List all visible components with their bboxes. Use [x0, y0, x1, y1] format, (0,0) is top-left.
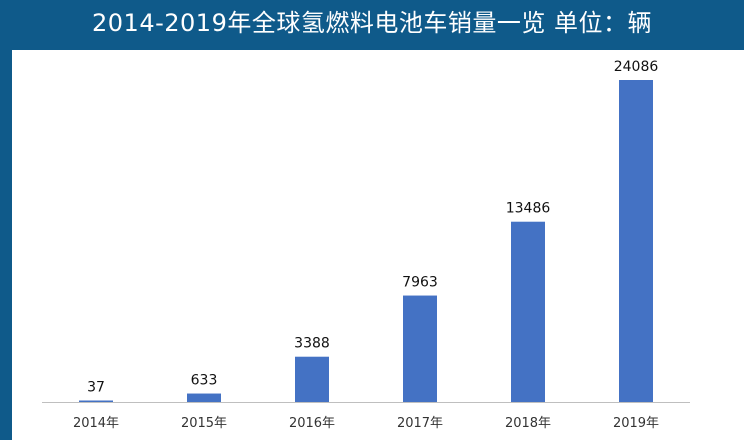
bar-2018年	[511, 221, 545, 402]
x-tick-label: 2015年	[181, 416, 227, 431]
data-label: 7963	[402, 275, 438, 291]
data-label: 24086	[614, 59, 659, 75]
x-tick-label: 2018年	[505, 416, 551, 431]
x-tick-label: 2017年	[397, 416, 443, 431]
data-label: 13486	[506, 201, 551, 217]
x-tick-label: 2014年	[73, 416, 119, 431]
chart-title: 2014-2019年全球氢燃料电池车销量一览 单位：辆	[92, 9, 652, 37]
x-tick-label: 2016年	[289, 416, 335, 431]
data-label: 3388	[294, 336, 330, 352]
bar-2016年	[295, 356, 329, 402]
bar-2017年	[403, 295, 437, 402]
bar-2015年	[187, 393, 221, 402]
bar-2019年	[619, 80, 653, 402]
data-label: 633	[191, 373, 218, 389]
bar-2014年	[79, 400, 113, 402]
data-label: 37	[87, 380, 105, 396]
x-tick-label: 2019年	[613, 416, 659, 431]
